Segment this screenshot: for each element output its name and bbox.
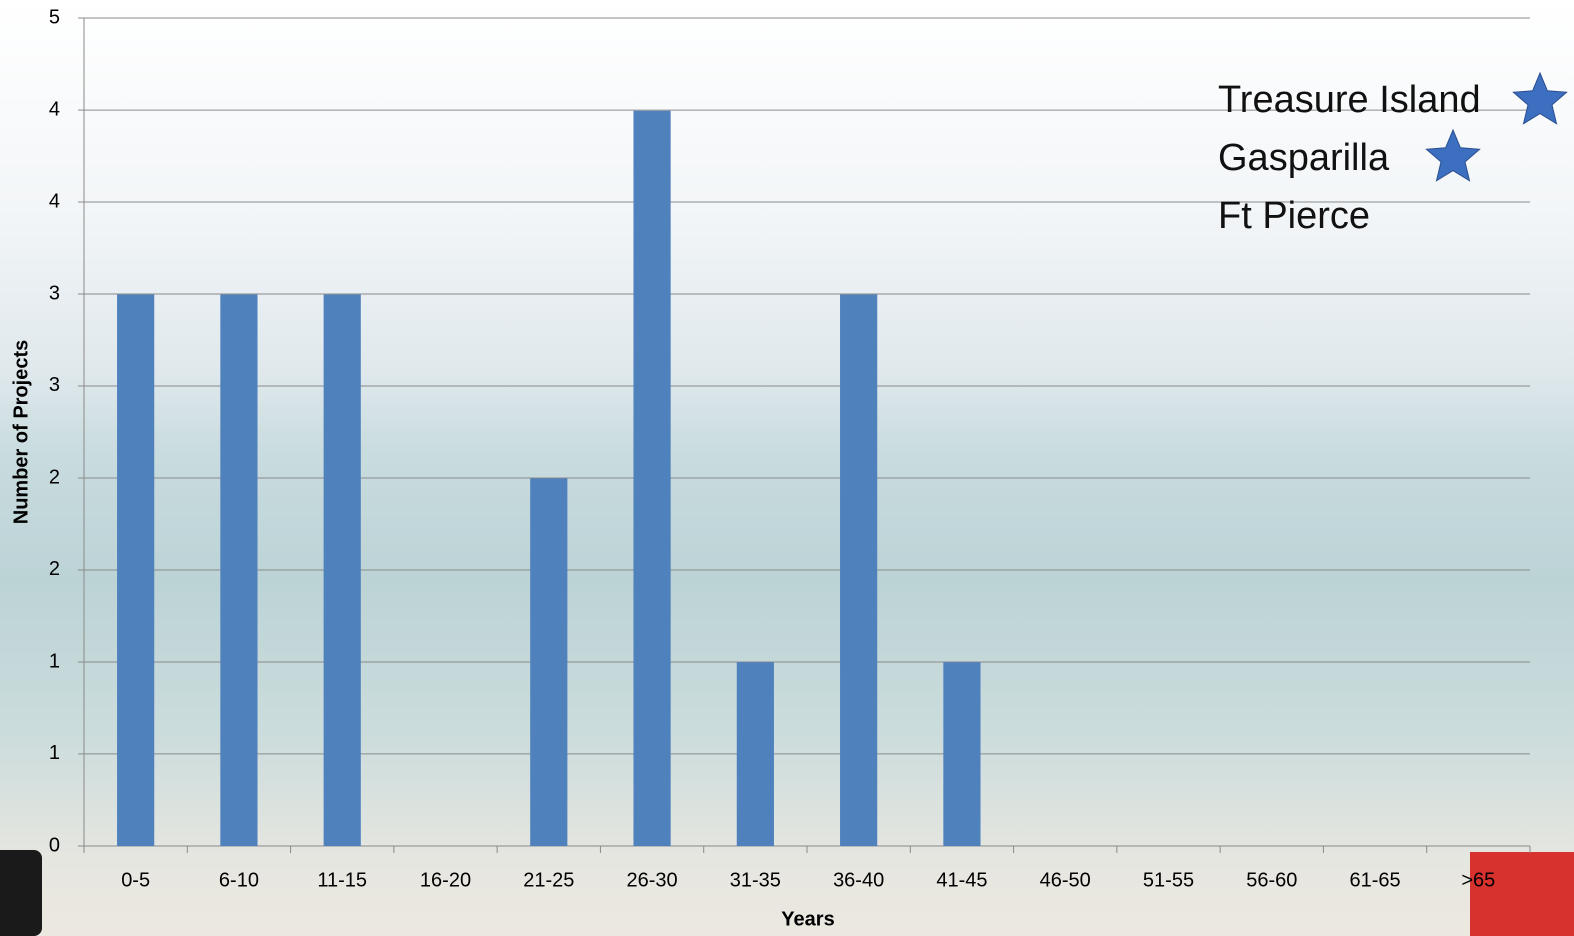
y-tick-label: 4 — [49, 190, 60, 212]
logo-left — [0, 850, 42, 936]
annotation: Ft Pierce — [1218, 195, 1370, 237]
star-icon — [1425, 128, 1481, 182]
bar — [220, 294, 258, 846]
y-tick-label: 2 — [49, 558, 60, 580]
y-tick-label: 3 — [49, 282, 60, 304]
x-tick-label: 41-45 — [936, 869, 987, 891]
x-tick-label: 61-65 — [1349, 869, 1400, 891]
logo-right — [1470, 852, 1574, 936]
y-tick-label: 0 — [49, 834, 60, 856]
bar — [117, 294, 155, 846]
x-tick-label: 16-20 — [420, 869, 471, 891]
y-axis-title: Number of Projects — [10, 340, 32, 524]
x-tick-label: 21-25 — [523, 869, 574, 891]
x-tick-label: 36-40 — [833, 869, 884, 891]
x-tick-label: 26-30 — [626, 869, 677, 891]
x-tick-label: >65 — [1461, 869, 1495, 891]
y-tick-label: 3 — [49, 374, 60, 396]
y-tick-label: 1 — [49, 650, 60, 672]
x-tick-label: 46-50 — [1040, 869, 1091, 891]
y-tick-label: 4 — [49, 98, 60, 120]
bar — [530, 478, 568, 846]
bar — [736, 662, 774, 846]
x-tick-label: 31-35 — [730, 869, 781, 891]
bar — [840, 294, 878, 846]
x-tick-label: 0-5 — [121, 869, 150, 891]
y-tick-label: 5 — [49, 6, 60, 28]
bar — [633, 110, 671, 846]
y-tick-label: 2 — [49, 466, 60, 488]
bar — [943, 662, 981, 846]
star-icon — [1512, 71, 1568, 125]
annotation: Gasparilla — [1218, 137, 1390, 179]
x-axis-title: Years — [781, 908, 834, 930]
x-tick-label: 6-10 — [219, 869, 259, 891]
y-tick-label: 1 — [49, 742, 60, 764]
x-tick-label: 51-55 — [1143, 869, 1194, 891]
bar — [323, 294, 361, 846]
x-tick-label: 56-60 — [1246, 869, 1297, 891]
annotation: Treasure Island — [1218, 79, 1481, 121]
x-tick-label: 11-15 — [317, 869, 367, 891]
